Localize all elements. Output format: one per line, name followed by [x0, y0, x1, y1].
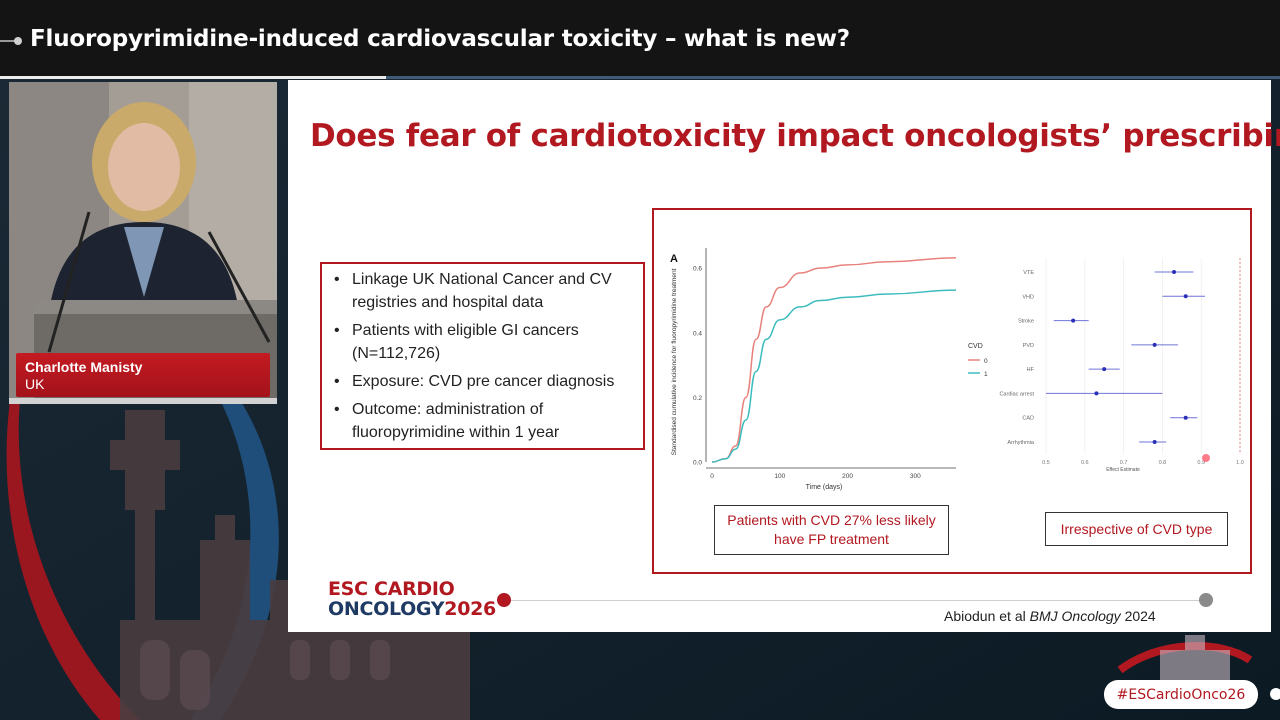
results-figure-box: A 0.0 0.2 0.4 0.6 0 100 200 300 Time (days) Standa…	[652, 208, 1252, 574]
x-axis-label: Time (days)	[806, 484, 843, 491]
x-tick-label: 300	[910, 473, 921, 480]
y-tick-label: 0.2	[693, 395, 702, 402]
category-label: CAD	[1022, 416, 1034, 422]
bullet-item: Exposure: CVD pre cancer diagnosis	[332, 370, 633, 393]
bullet-item: Outcome: administration of fluoropyrimid…	[332, 398, 633, 444]
estimate-point	[1094, 391, 1099, 396]
results-figure: A 0.0 0.2 0.4 0.6 0 100 200 300 Time (days) Standa…	[670, 248, 1244, 491]
y-axis-label: Standardised cumulative incidence for fl…	[671, 268, 678, 455]
event-hashtag: #ESCardioOnco26	[1104, 680, 1258, 709]
bullet-item: Linkage UK National Cancer and CV regist…	[332, 268, 633, 314]
logo-line-1: ESC CARDIO	[328, 578, 455, 600]
category-label: Arrhythmia	[1007, 440, 1035, 446]
session-title: Fluoropyrimidine-induced cardiovascular …	[30, 26, 850, 52]
speaker-image	[9, 82, 277, 404]
x-tick-label: 0.8	[1159, 460, 1167, 466]
citation: Abiodun et al BMJ Oncology 2024	[944, 608, 1156, 624]
estimate-point	[1172, 270, 1177, 274]
category-label: HF	[1027, 367, 1035, 373]
session-title-bar: Fluoropyrimidine-induced cardiovascular …	[0, 0, 1280, 76]
speaker-video	[9, 82, 277, 404]
bullet-item: Patients with eligible GI cancers (N=112…	[332, 319, 633, 365]
y-tick-label: 0.6	[693, 266, 702, 273]
estimate-point	[1102, 367, 1107, 372]
panel-label: A	[670, 253, 678, 265]
x-tick-label: 0.9	[1197, 460, 1205, 466]
title-underline-left	[0, 76, 386, 79]
legend-label: 0	[984, 358, 988, 365]
title-bar-dot	[14, 37, 22, 45]
y-tick-label: 0.4	[693, 330, 702, 337]
estimate-point	[1183, 415, 1188, 420]
series-line-cvd-0	[711, 257, 957, 463]
slide-title: Does fear of cardiotoxicity impact oncol…	[310, 118, 1280, 154]
x-tick-label: 200	[842, 473, 853, 480]
x-tick-label: 0	[710, 473, 714, 480]
estimate-point	[1183, 294, 1188, 299]
title-bar-line	[0, 40, 16, 42]
logo-line-2: ONCOLOGY2026	[328, 599, 496, 619]
study-design-box: Linkage UK National Cancer and CV regist…	[320, 262, 645, 450]
cumulative-incidence-chart: A 0.0 0.2 0.4 0.6 0 100 200 300 Time (days) Standa…	[670, 248, 988, 491]
title-underline-right	[386, 76, 1280, 79]
presentation-slide: Does fear of cardiotoxicity impact oncol…	[288, 80, 1280, 632]
estimate-point	[1152, 440, 1157, 444]
x-tick-label: 0.6	[1081, 460, 1089, 466]
slide-progress-end-dot	[1199, 593, 1213, 607]
laser-pointer	[1202, 454, 1210, 462]
category-label: VHD	[1022, 294, 1034, 300]
estimate-point	[1152, 342, 1157, 347]
forest-plot: 0.5 0.6 0.7 0.8 0.9 1.0 Effect Estimate VTE VHD S…	[999, 258, 1244, 473]
citation-authors: Abiodun et al	[944, 608, 1026, 624]
x-tick-label: 0.5	[1042, 460, 1050, 466]
x-tick-label: 0.7	[1120, 460, 1128, 466]
category-label: Stroke	[1018, 319, 1034, 325]
hashtag-dot	[1270, 688, 1280, 700]
x-tick-label: 100	[774, 473, 785, 480]
callout-cvd-type: Irrespective of CVD type	[1045, 512, 1228, 546]
speaker-name-banner: Charlotte Manisty UK	[16, 353, 270, 397]
y-tick-label: 0.0	[693, 460, 702, 467]
x-tick-label: 1.0	[1236, 460, 1244, 466]
category-label: PVD	[1023, 343, 1034, 349]
estimate-point	[1071, 318, 1076, 323]
legend-title: CVD	[968, 343, 983, 350]
category-label: Cardiac arrest	[999, 391, 1034, 397]
slide-progress-track	[510, 600, 1206, 601]
citation-year: 2024	[1124, 608, 1156, 624]
speaker-country: UK	[25, 376, 45, 392]
legend-label: 1	[984, 371, 988, 378]
speaker-frame-bottom	[9, 398, 277, 404]
conference-logo: ESC CARDIO ONCOLOGY2026	[328, 579, 496, 619]
speaker-name: Charlotte Manisty	[25, 359, 143, 375]
callout-cvd-less-likely: Patients with CVD 27% less likely have F…	[714, 505, 949, 555]
slide-progress-start-dot	[497, 593, 511, 607]
logo-line-2-text: ONCOLOGY	[328, 598, 445, 620]
logo-year: 2026	[444, 598, 496, 620]
series-line-cvd-1	[711, 289, 957, 463]
citation-journal: BMJ Oncology	[1029, 608, 1121, 624]
category-label: VTE	[1023, 270, 1034, 276]
bullet-list: Linkage UK National Cancer and CV regist…	[332, 268, 633, 444]
x-axis-label: Effect Estimate	[1106, 467, 1140, 473]
